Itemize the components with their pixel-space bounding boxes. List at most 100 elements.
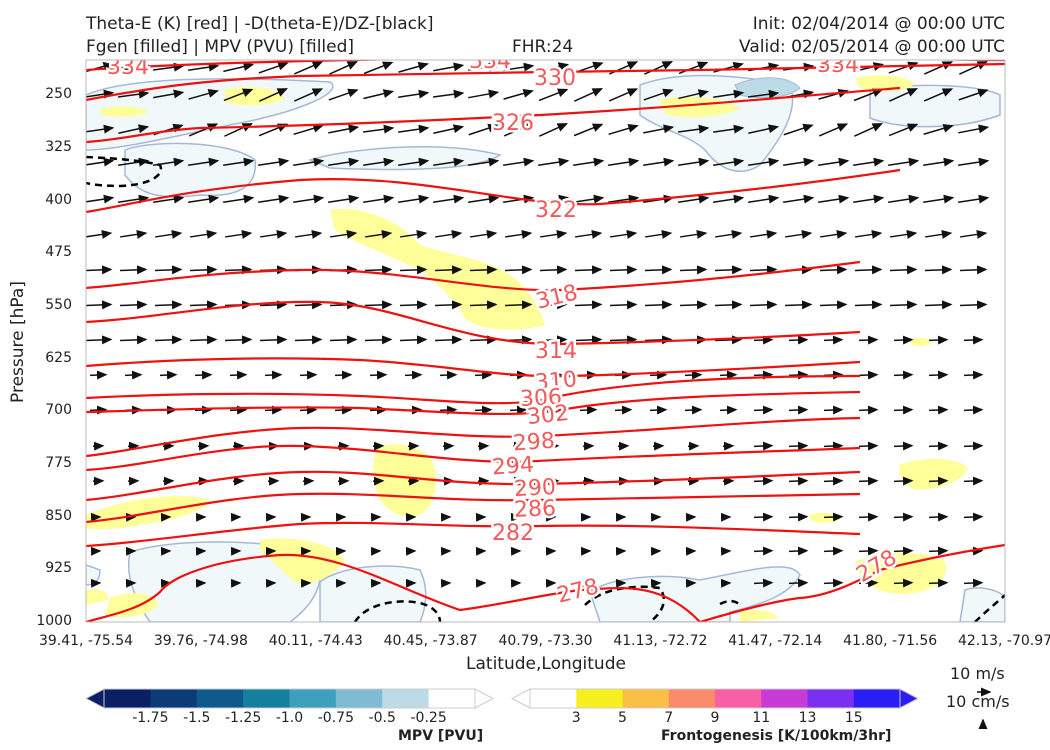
wind-vector (433, 157, 465, 167)
wind-vector (190, 229, 218, 239)
mpv-colorbar-extend-left (84, 688, 105, 709)
wind-ref-cms: 10 cm/s (946, 692, 1010, 711)
wind-vector (893, 512, 914, 522)
wind-vector (788, 405, 809, 415)
wind-vector (609, 265, 638, 275)
mpv-colorbar-swatch (382, 689, 430, 708)
mpv-colorbar-tick: -1.75 (132, 710, 169, 726)
wind-vector (609, 300, 638, 310)
wind-vector (858, 405, 879, 415)
wind-vector (434, 335, 463, 345)
wind-vector (959, 265, 988, 275)
wind-vector (958, 157, 990, 167)
x-tick-label: 40.11, -74.43 (268, 633, 363, 649)
wind-vector (923, 88, 954, 102)
wind-vector (118, 194, 150, 204)
wind-vector (678, 61, 709, 75)
wind-vector (784, 300, 813, 310)
wind-vector (119, 300, 148, 310)
wind-vector (398, 62, 429, 73)
wind-vector (538, 88, 569, 102)
wind-vector (538, 157, 570, 167)
wind-vector (649, 405, 668, 415)
wind-vector (118, 89, 150, 99)
theta-e-contour-318 (86, 260, 861, 292)
wind-vector (154, 300, 183, 310)
mpv-colorbar-extend-right (474, 688, 495, 709)
wind-vector (293, 157, 325, 167)
mpv-colorbar-swatch (196, 689, 244, 708)
wind-vector (893, 370, 914, 380)
wind-vector (503, 157, 535, 167)
theta-e-label-repeat-1: 334 (469, 49, 511, 74)
wind-vector (89, 370, 108, 380)
forecast-hour: FHR:24 (512, 37, 574, 57)
wind-vector (86, 300, 113, 310)
y-tick-label: 250 (45, 86, 72, 103)
wind-vector (823, 441, 844, 451)
wind-vector (86, 265, 113, 275)
mpv-strong-region (734, 77, 801, 99)
wind-vector (893, 335, 914, 345)
wind-vector (400, 229, 428, 239)
wind-vector (224, 335, 253, 345)
wind-vector (435, 229, 463, 239)
wind-vector (713, 194, 745, 204)
wind-vector (503, 89, 534, 100)
x-tick-label: 42.13, -70.97 (957, 633, 1050, 649)
wind-vector (923, 61, 954, 75)
wind-vector (86, 229, 113, 239)
wind-vector (858, 476, 879, 486)
wind-vector (194, 370, 213, 380)
wind-vector (853, 157, 885, 167)
wind-vector (924, 300, 953, 310)
wind-vector (119, 265, 148, 275)
fgen-region-2 (330, 209, 545, 330)
wind-vector (889, 88, 919, 102)
init-time: Init: 02/04/2014 @ 00:00 UTC (752, 14, 1005, 34)
theta-e-contour-330 (86, 62, 1005, 102)
wind-vector (858, 335, 879, 345)
fgen-colorbar-tick: 13 (798, 710, 817, 726)
mpv-colorbar-tick: -1.25 (225, 710, 262, 726)
wind-vector (188, 194, 220, 204)
wind-vector (893, 546, 914, 556)
wind-vector (753, 405, 774, 415)
wind-vector (818, 194, 850, 204)
wind-vector (86, 89, 115, 99)
wind-vector (258, 194, 290, 204)
plot-frame (85, 59, 1006, 623)
fgen-colorbar-swatch (576, 689, 623, 708)
wind-vector (468, 123, 499, 136)
wind-vector (223, 88, 254, 102)
wind-vector (928, 546, 949, 556)
plot-area-group: 334 3303263223183143103063022982942902862… (86, 49, 1005, 622)
wind-vector (713, 157, 745, 167)
wind-vector (753, 370, 774, 380)
wind-vector (264, 405, 283, 415)
wind-vector (433, 89, 465, 99)
fgen-colorbar-tick: 7 (664, 710, 674, 726)
wind-vector (369, 370, 388, 380)
wind-vector (468, 89, 500, 99)
wind-vector (258, 157, 290, 167)
fgen-region-1 (225, 87, 285, 106)
wind-vector (823, 476, 844, 486)
wind-vector (575, 229, 603, 239)
wind-vector (295, 229, 323, 239)
wind-vector (679, 265, 708, 275)
wind-vector (398, 194, 430, 204)
wind-vector (788, 370, 809, 380)
fgen-region-7 (260, 538, 345, 585)
wind-vector (644, 335, 673, 345)
wind-vector (818, 123, 849, 137)
wind-vector (188, 157, 220, 167)
y-tick-label: 925 (45, 560, 72, 577)
fgen-region-10 (899, 458, 968, 490)
fgen-colorbar-swatch (530, 689, 577, 708)
wind-vector (229, 370, 248, 380)
title-left-line1: Theta-E (K) [red] | -D(theta-E)/DZ-[blac… (86, 14, 434, 34)
wind-vector (364, 335, 393, 345)
mpv-colorbar-title: MPV [PVU] (398, 728, 484, 744)
wind-vector (643, 88, 674, 101)
